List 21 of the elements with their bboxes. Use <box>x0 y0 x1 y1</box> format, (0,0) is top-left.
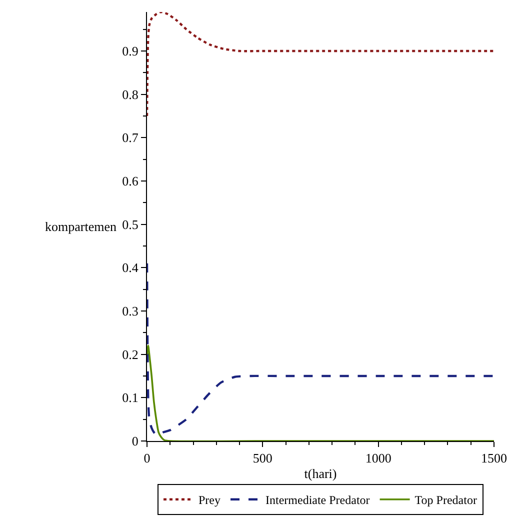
y-axis-title: kompartemen <box>45 219 117 234</box>
x-tick-label: 0 <box>144 450 150 466</box>
x-tick-label: 1000 <box>365 450 392 466</box>
x-axis-title: t(hari) <box>304 466 337 482</box>
y-tick-label: 0 <box>132 434 138 449</box>
line-series <box>147 262 494 436</box>
line-series <box>147 12 494 118</box>
y-tick-label: 0.9 <box>122 44 138 59</box>
y-tick-label: 0.5 <box>122 216 138 232</box>
x-tick-label: 500 <box>252 450 272 466</box>
y-tick-label: 0.2 <box>122 346 138 362</box>
x-tick-label: 1500 <box>481 450 507 466</box>
y-tick-label: 0.3 <box>122 304 138 319</box>
legend-label: Top Predator <box>414 493 477 508</box>
legend-label: Prey <box>198 493 220 508</box>
y-tick-label: 0.6 <box>122 174 139 189</box>
y-tick-label: 0.1 <box>122 390 138 406</box>
y-tick-label: 0.4 <box>122 260 139 276</box>
y-tick-label: 0.7 <box>122 130 139 146</box>
y-tick-label: 0.8 <box>122 86 138 102</box>
legend-label: Intermediate Predator <box>266 493 370 508</box>
